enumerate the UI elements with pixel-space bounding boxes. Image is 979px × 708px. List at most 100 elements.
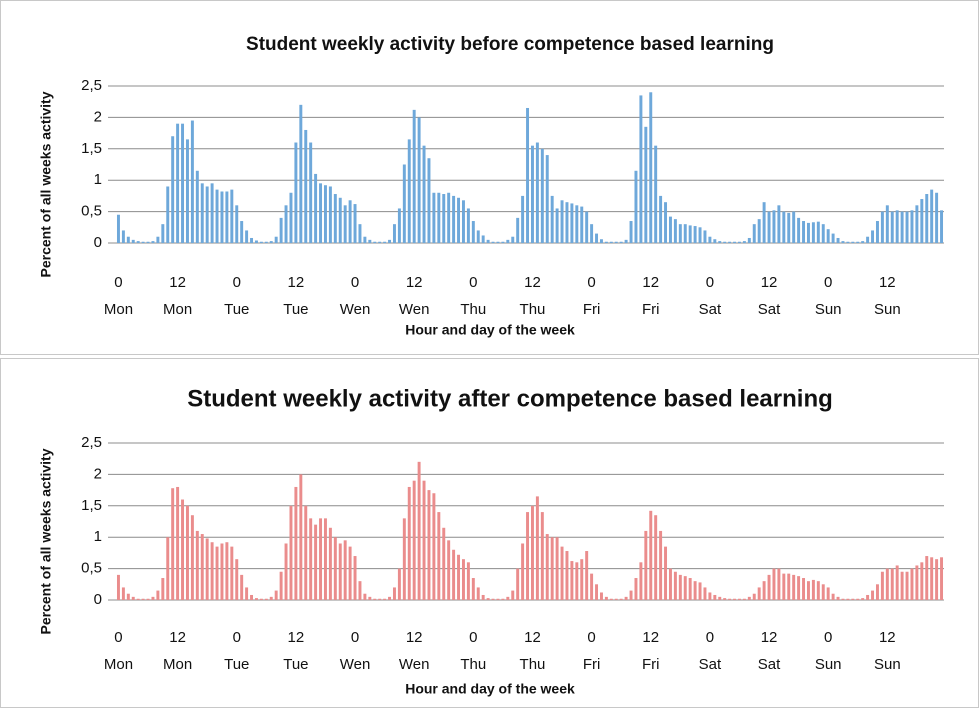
bar xyxy=(210,542,214,600)
y-tick-label: 1 xyxy=(94,171,102,188)
x-tick-day: Sun xyxy=(874,301,901,318)
y-axis-title: Percent of all weeks activity xyxy=(38,91,54,277)
x-tick-label: 12 xyxy=(642,274,659,291)
bar xyxy=(806,581,810,600)
bar xyxy=(141,241,145,243)
x-tick-label: 0 xyxy=(469,629,477,646)
bar xyxy=(294,486,298,600)
x-tick-day: Sat xyxy=(699,656,722,673)
bar xyxy=(131,596,135,600)
bar xyxy=(930,557,934,600)
bar xyxy=(639,562,643,600)
x-tick-label: 12 xyxy=(288,629,305,646)
bar xyxy=(673,219,677,243)
bar xyxy=(343,540,347,600)
bar xyxy=(476,230,480,243)
bar xyxy=(156,236,160,243)
bar xyxy=(402,164,406,243)
bar xyxy=(851,241,855,243)
bar xyxy=(195,170,199,243)
bar xyxy=(787,212,791,243)
bar xyxy=(609,241,613,243)
bar xyxy=(358,581,362,600)
bar xyxy=(698,582,702,600)
x-tick-day: Mon xyxy=(104,301,133,318)
bar xyxy=(506,596,510,600)
bar xyxy=(412,480,416,600)
bar xyxy=(141,598,145,600)
bar xyxy=(816,581,820,600)
bar xyxy=(777,568,781,600)
bar xyxy=(146,598,150,600)
bar xyxy=(836,596,840,600)
bar xyxy=(540,512,544,600)
bar xyxy=(383,598,387,600)
bar xyxy=(935,192,939,243)
bar xyxy=(240,221,244,243)
bar xyxy=(885,568,889,600)
bar xyxy=(215,189,219,243)
bar xyxy=(792,211,796,243)
bar xyxy=(866,236,870,243)
panel-frame xyxy=(0,0,979,355)
bar xyxy=(358,224,362,243)
y-tick-label: 2,5 xyxy=(81,434,102,451)
bar xyxy=(274,236,278,243)
bar xyxy=(176,123,180,243)
bar xyxy=(422,480,426,600)
bar xyxy=(915,205,919,243)
bar xyxy=(856,598,860,600)
x-tick-label: 12 xyxy=(406,274,423,291)
x-tick-label: 12 xyxy=(879,274,896,291)
bar xyxy=(634,170,638,243)
bar xyxy=(452,549,456,600)
bar xyxy=(930,189,934,243)
bar xyxy=(254,598,258,600)
bar xyxy=(555,208,559,243)
bar xyxy=(629,221,633,243)
x-tick-label: 12 xyxy=(169,629,186,646)
bar xyxy=(668,568,672,600)
bar xyxy=(274,590,278,600)
bar xyxy=(299,104,303,243)
x-tick-day: Tue xyxy=(224,656,249,673)
bar xyxy=(476,587,480,600)
bar xyxy=(747,237,751,243)
x-tick-label: 12 xyxy=(406,629,423,646)
bar xyxy=(895,565,899,600)
bar xyxy=(235,559,239,600)
bar xyxy=(511,590,515,600)
x-tick-label: 12 xyxy=(761,629,778,646)
x-tick-label: 0 xyxy=(114,274,122,291)
bar xyxy=(619,598,623,600)
bar xyxy=(841,598,845,600)
bar xyxy=(797,576,801,600)
bar xyxy=(314,524,318,600)
bar xyxy=(871,230,875,243)
bar xyxy=(264,241,268,243)
bar xyxy=(466,208,470,243)
bar xyxy=(895,210,899,243)
x-tick-label: 0 xyxy=(351,629,359,646)
bar xyxy=(747,596,751,600)
bar xyxy=(590,224,594,243)
bar xyxy=(250,594,254,600)
x-tick-day: Wen xyxy=(399,301,430,318)
bar xyxy=(659,195,663,243)
bar xyxy=(664,546,668,600)
bar xyxy=(309,518,313,600)
bar xyxy=(521,195,525,243)
bar xyxy=(590,573,594,600)
bar xyxy=(388,239,392,243)
bar xyxy=(373,598,377,600)
bar xyxy=(205,186,209,243)
y-tick-label: 0 xyxy=(94,591,102,608)
bar xyxy=(235,205,239,243)
bar xyxy=(644,126,648,243)
bar xyxy=(437,192,441,243)
bar xyxy=(757,587,761,600)
bar xyxy=(250,237,254,243)
bar xyxy=(555,537,559,600)
bar xyxy=(136,598,140,600)
